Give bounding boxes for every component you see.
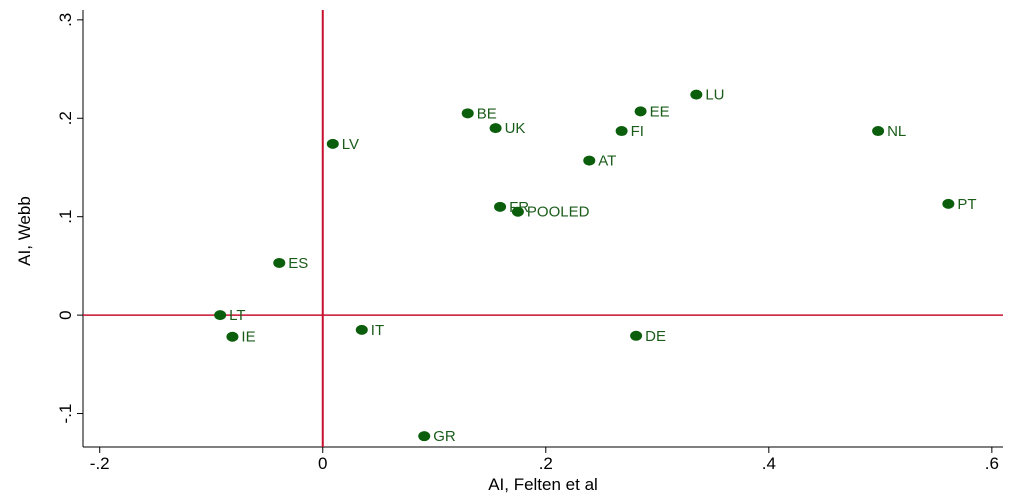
y-tick-label: -.1	[56, 404, 75, 424]
point-label: GR	[433, 428, 456, 445]
point	[630, 330, 643, 341]
point-label: LU	[705, 87, 724, 104]
x-axis-label: AI, Felten et al	[488, 475, 598, 494]
x-tick-label: .6	[985, 454, 999, 473]
x-tick-label: 0	[318, 454, 327, 473]
x-tick-label: -.2	[90, 454, 110, 473]
point-label: ES	[288, 255, 308, 272]
point-label: DE	[645, 328, 666, 345]
point	[418, 431, 431, 442]
point-label: AT	[598, 153, 616, 170]
point	[494, 201, 507, 212]
point	[511, 206, 524, 217]
point	[214, 310, 227, 321]
point	[489, 123, 502, 134]
point	[273, 257, 286, 268]
point	[942, 198, 955, 209]
point	[872, 126, 885, 137]
point-label: IT	[371, 322, 384, 339]
x-tick-label: .2	[539, 454, 553, 473]
point-label: PT	[957, 196, 976, 213]
y-tick-label: .3	[56, 13, 75, 27]
y-axis-label: AI, Webb	[15, 196, 34, 266]
point	[355, 324, 368, 335]
point	[226, 331, 239, 342]
x-tick-label: .4	[762, 454, 776, 473]
point-label: LT	[229, 307, 245, 324]
point-label: POOLED	[527, 204, 590, 221]
point	[690, 89, 703, 100]
y-tick-label: .1	[56, 210, 75, 224]
point-label: UK	[505, 120, 526, 137]
point-label: IE	[241, 329, 255, 346]
y-tick-label: .2	[56, 111, 75, 125]
point	[461, 108, 474, 119]
point-label: LV	[342, 136, 359, 153]
point	[583, 155, 596, 166]
point-label: NL	[887, 123, 906, 140]
y-tick-label: 0	[56, 310, 75, 319]
point	[634, 106, 647, 117]
point-label: BE	[477, 105, 497, 122]
point-label: EE	[650, 103, 670, 120]
point	[615, 126, 628, 137]
point	[326, 138, 339, 149]
point-label: FI	[631, 123, 644, 140]
